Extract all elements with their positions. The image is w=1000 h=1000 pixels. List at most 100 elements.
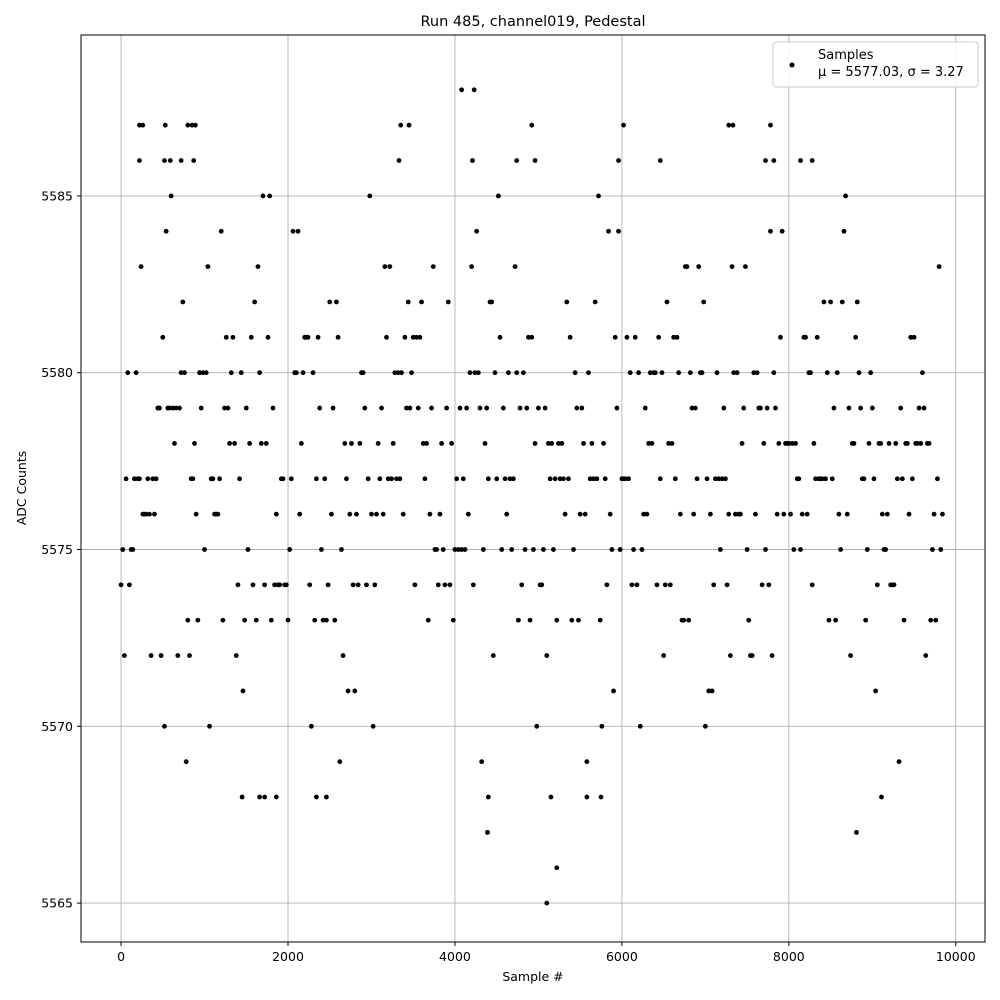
data-point [405,299,411,305]
data-point [854,829,859,835]
data-point [434,547,439,552]
data-point [779,228,785,234]
data-point [541,547,546,552]
data-point [162,122,168,128]
data-point [758,405,763,411]
data-point [614,405,620,411]
data-point [627,370,633,376]
data-point [719,476,725,482]
data-point [177,405,182,411]
data-point [626,476,631,482]
data-point [203,370,209,376]
data-point [532,158,538,163]
data-point [510,476,516,482]
data-point [906,511,912,517]
data-point [521,370,526,376]
data-point [191,158,197,163]
data-point [813,476,818,482]
data-point [238,370,244,376]
plot-background [81,35,985,942]
data-point [220,617,226,623]
data-point [749,653,755,658]
data-point [514,158,520,163]
data-point [452,547,458,552]
data-point [589,441,595,446]
data-point [662,582,668,588]
data-point [841,228,847,234]
data-point [185,617,191,623]
data-point [509,547,515,552]
data-point [733,511,738,517]
data-point [829,476,835,482]
data-point [200,370,206,376]
data-point [659,370,665,376]
data-point [462,547,468,552]
data-point [273,511,279,517]
data-point [597,617,603,623]
data-point [300,370,306,376]
data-point [884,511,890,517]
data-point [280,476,286,482]
data-point [940,511,945,517]
data-point [647,370,653,376]
data-point [374,511,379,517]
data-point [288,476,294,482]
data-point [272,582,278,588]
data-point [178,370,184,376]
data-point [809,582,815,588]
data-point [933,617,939,623]
data-point [702,723,708,729]
data-point [878,441,884,446]
data-point [268,617,274,623]
data-point [938,547,944,552]
data-point [420,441,426,446]
data-point [369,511,374,517]
data-point [657,476,663,482]
data-point [406,122,412,128]
legend: Samples μ = 5577.03, σ = 3.27 [772,41,979,88]
data-point [120,547,126,552]
data-point [257,370,263,376]
y-tick-label: 5565 [41,896,73,911]
data-point [519,582,525,588]
data-point [424,441,429,446]
data-point [666,441,672,446]
data-point [739,441,745,446]
data-point [350,582,356,588]
data-point [399,370,404,376]
data-point [734,370,740,376]
data-point [167,158,173,163]
data-point [233,653,239,658]
data-point [320,617,326,623]
data-point [507,476,513,482]
data-point [398,122,404,128]
data-point [447,582,453,588]
data-point [728,653,733,658]
data-point [449,441,455,446]
data-point [554,865,560,871]
data-point [148,653,154,658]
data-point [250,582,256,588]
data-point [145,476,151,482]
data-point [380,511,386,517]
data-point [377,476,383,482]
data-point [676,370,682,376]
data-point [823,476,828,482]
data-point [609,547,615,552]
data-point [317,405,323,411]
data-point [716,476,722,482]
data-point [524,405,530,411]
data-point [839,299,845,305]
data-point [454,476,460,482]
data-point [330,405,336,411]
data-point [364,582,369,588]
data-point [293,370,299,376]
data-point [904,441,910,446]
data-point [821,299,827,305]
data-point [711,582,717,588]
data-point [826,617,832,623]
data-point [769,653,775,658]
data-point [616,158,621,163]
data-point [235,582,241,588]
